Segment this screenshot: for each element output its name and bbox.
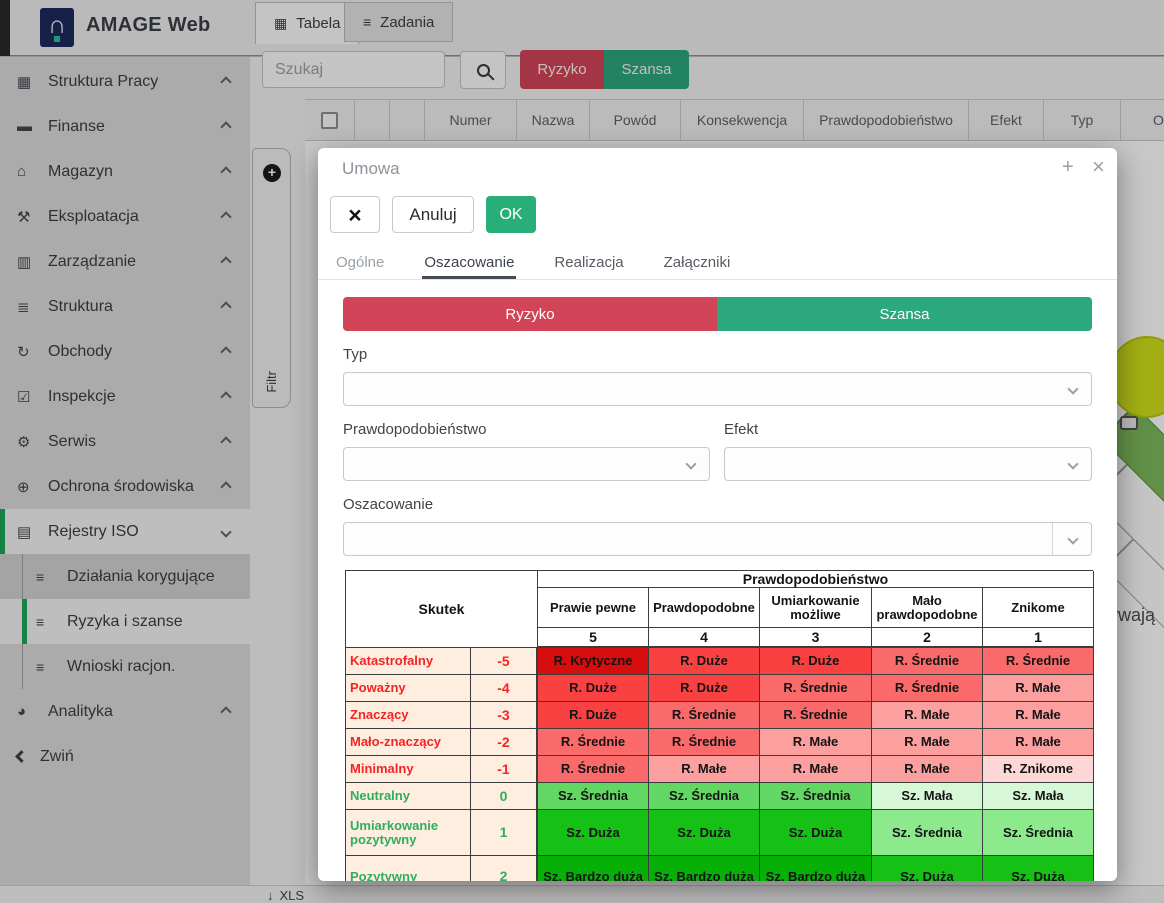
matrix-level-header: Prawdopodobne <box>649 588 760 628</box>
matrix-level-value: 5 <box>538 628 649 648</box>
matrix-cell: Sz. Duża <box>760 810 872 856</box>
matrix-cell: R. Małe <box>983 729 1094 756</box>
matrix-cell: Sz. Mała <box>983 783 1094 810</box>
matrix-cell: Sz. Mała <box>872 783 983 810</box>
matrix-level-header: Umiarkowanie możliwe <box>760 588 872 628</box>
tab-oszacowanie[interactable]: Oszacowanie <box>422 248 516 279</box>
matrix-cell: Sz. Duża <box>538 810 649 856</box>
matrix-row-label: Neutralny <box>346 783 471 810</box>
matrix-cell: R. Małe <box>983 675 1094 702</box>
risk-toggle-button[interactable]: Ryzyko <box>343 297 717 331</box>
matrix-cell: Sz. Duża <box>872 856 983 881</box>
matrix-cell: R. Średnie <box>872 648 983 675</box>
matrix-row-value: -3 <box>471 702 538 729</box>
chevron-down-icon <box>1067 533 1078 544</box>
oszacowanie-select[interactable] <box>343 522 1092 556</box>
matrix-cell: Sz. Duża <box>983 856 1094 881</box>
matrix-cell: R. Średnie <box>538 756 649 783</box>
matrix-row-label: Poważny <box>346 675 471 702</box>
matrix-row-label: Mało-znaczący <box>346 729 471 756</box>
matrix-cell: R. Małe <box>872 702 983 729</box>
matrix-row-value: 1 <box>471 810 538 856</box>
cancel-button[interactable]: Anuluj <box>392 196 474 233</box>
matrix-row-value: -1 <box>471 756 538 783</box>
chance-toggle-button[interactable]: Szansa <box>717 297 1092 331</box>
chevron-down-icon <box>1067 383 1078 394</box>
matrix-row-value: -2 <box>471 729 538 756</box>
matrix-cell: R. Małe <box>872 756 983 783</box>
matrix-cell: R. Średnie <box>649 729 760 756</box>
matrix-cell: R. Duże <box>538 675 649 702</box>
matrix-cell: R. Średnie <box>538 729 649 756</box>
matrix-cell: Sz. Średnia <box>760 783 872 810</box>
matrix-cell: Sz. Bardzo duża <box>760 856 872 881</box>
matrix-cell: R. Średnie <box>649 702 760 729</box>
matrix-level-value: 3 <box>760 628 872 648</box>
dialog-title: Umowa <box>342 159 400 179</box>
matrix-cell: R. Małe <box>760 756 872 783</box>
prawdopodobienstwo-select[interactable] <box>343 447 710 481</box>
matrix-probability-header: Prawdopodobieństwo <box>538 571 1094 588</box>
risk-matrix-table: Skutek Prawdopodobieństwo Prawie pewne P… <box>345 570 1093 881</box>
matrix-cell: Sz. Bardzo duża <box>538 856 649 881</box>
matrix-level-value: 1 <box>983 628 1094 648</box>
chevron-down-icon <box>1067 458 1078 469</box>
matrix-cell: Sz. Bardzo duża <box>649 856 760 881</box>
umowa-dialog: Umowa + × × Anuluj OK Ogólne Oszacowanie… <box>318 148 1117 881</box>
typ-select[interactable] <box>343 372 1092 406</box>
matrix-row-value: -4 <box>471 675 538 702</box>
matrix-cell: Sz. Średnia <box>649 783 760 810</box>
matrix-cell: Sz. Średnia <box>872 810 983 856</box>
matrix-cell: R. Krytyczne <box>538 648 649 675</box>
matrix-cell: R. Małe <box>760 729 872 756</box>
maximize-icon[interactable]: + <box>1062 156 1074 179</box>
matrix-level-header: Mało prawdopodobne <box>872 588 983 628</box>
ok-button[interactable]: OK <box>486 196 536 233</box>
matrix-cell: Sz. Średnia <box>983 810 1094 856</box>
matrix-row-label: Minimalny <box>346 756 471 783</box>
matrix-corner-header: Skutek <box>346 571 538 648</box>
dialog-tabs: Ogólne Oszacowanie Realizacja Załączniki <box>318 248 1117 280</box>
chevron-down-icon <box>685 458 696 469</box>
dialog-close-button[interactable]: × <box>330 196 380 233</box>
tab-zalaczniki[interactable]: Załączniki <box>662 248 733 279</box>
matrix-row-label: Pozytywny <box>346 856 471 881</box>
efekt-select[interactable] <box>724 447 1092 481</box>
matrix-row-label: Znaczący <box>346 702 471 729</box>
matrix-cell: R. Duże <box>538 702 649 729</box>
matrix-cell: R. Średnie <box>983 648 1094 675</box>
close-icon[interactable]: × <box>1092 154 1105 180</box>
matrix-row-value: 0 <box>471 783 538 810</box>
matrix-cell: R. Średnie <box>760 675 872 702</box>
matrix-level-header: Prawie pewne <box>538 588 649 628</box>
matrix-row-label: Katastrofalny <box>346 648 471 675</box>
matrix-level-header: Znikome <box>983 588 1094 628</box>
matrix-cell: R. Znikome <box>983 756 1094 783</box>
typ-label: Typ <box>343 346 367 363</box>
efekt-label: Efekt <box>724 421 758 438</box>
tab-realizacja[interactable]: Realizacja <box>552 248 625 279</box>
matrix-cell: R. Duże <box>649 675 760 702</box>
matrix-level-value: 4 <box>649 628 760 648</box>
oszacowanie-label: Oszacowanie <box>343 496 433 513</box>
matrix-cell: R. Duże <box>760 648 872 675</box>
matrix-row-value: 2 <box>471 856 538 881</box>
matrix-cell: R. Duże <box>649 648 760 675</box>
matrix-cell: Sz. Duża <box>649 810 760 856</box>
matrix-cell: R. Średnie <box>872 675 983 702</box>
matrix-cell: R. Średnie <box>760 702 872 729</box>
matrix-row-label: Umiarkowanie pozytywny <box>346 810 471 856</box>
matrix-cell: R. Małe <box>872 729 983 756</box>
matrix-cell: R. Małe <box>649 756 760 783</box>
matrix-row-value: -5 <box>471 648 538 675</box>
matrix-cell: R. Małe <box>983 702 1094 729</box>
prawdopodobienstwo-label: Prawdopodobieństwo <box>343 421 486 438</box>
matrix-cell: Sz. Średnia <box>538 783 649 810</box>
tab-ogolne[interactable]: Ogólne <box>334 248 386 279</box>
matrix-level-value: 2 <box>872 628 983 648</box>
